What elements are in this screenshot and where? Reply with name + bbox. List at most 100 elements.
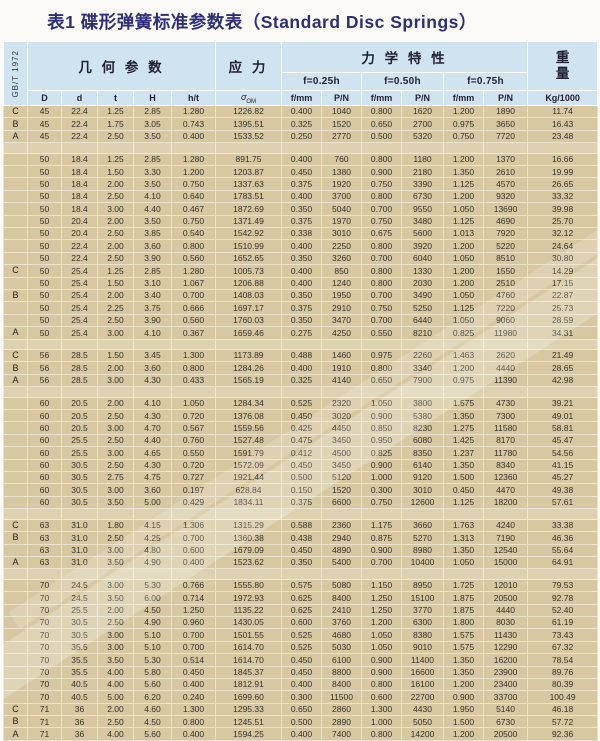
table-cell: 1550 — [482, 264, 529, 278]
table-cell: 24.5 — [61, 591, 98, 605]
table-row: B 56 28.5 2.00 3.60 0.800 1284.26 0.400 1910 0.80… — [3, 361, 599, 375]
table-cell: 9010 — [401, 640, 444, 655]
col-weight: Kg/1000 — [527, 90, 599, 106]
series-class-cell — [3, 202, 28, 216]
table-cell: 2.85 — [133, 152, 172, 167]
table-cell: 11390 — [482, 373, 529, 388]
table-cell: 20.4 — [61, 226, 98, 241]
table-cell: 70 — [27, 603, 62, 617]
table-row: 50 20.4 2.50 3.85 0.540 1542.92 0.338 3010 0.675… — [3, 226, 599, 241]
table-cell: 0.560 — [171, 313, 216, 328]
table-cell: 0.400 — [281, 361, 322, 375]
table-cell: 0.375 — [281, 177, 322, 191]
table-cell: 6300 — [401, 615, 444, 630]
table-cell: 0.600 — [281, 615, 322, 630]
table-cell: 30.5 — [61, 495, 98, 510]
table-cell: 4.10 — [133, 326, 172, 340]
table-cell: 0.800 — [361, 104, 402, 119]
table-cell: 3450 — [321, 433, 362, 448]
series-class-cell — [3, 640, 28, 655]
series-class-cell — [3, 433, 28, 448]
table-cell: 0.950 — [361, 433, 402, 448]
table-cell: 3.75 — [133, 301, 172, 315]
table-cell: 0.560 — [171, 251, 216, 266]
table-row: 60 25.5 3.00 4.65 0.550 1591.79 0.412 4500 0.825… — [3, 446, 599, 460]
table-cell: 8400 — [321, 591, 362, 605]
header-row-columns: D d t H h/t σOM f/mm P/N f/mm P/N f/mm P… — [4, 90, 599, 106]
table-cell: 32.12 — [527, 226, 599, 241]
table-cell: 1555.80 — [215, 578, 282, 593]
separator-cell — [281, 338, 322, 351]
table-cell: 2.50 — [97, 313, 134, 328]
table-cell: 1.575 — [443, 640, 484, 655]
table-cell: 3010 — [321, 226, 362, 241]
separator-cell — [281, 568, 322, 580]
table-cell: 50 — [27, 214, 62, 229]
separator-cell — [281, 142, 322, 154]
series-class-cell — [3, 409, 28, 423]
table-cell: 3800 — [401, 396, 444, 411]
table-cell: 42.98 — [527, 373, 599, 388]
table-cell: 50 — [27, 177, 62, 191]
table-cell: 3.85 — [133, 226, 172, 241]
table-cell: 1395.51 — [215, 117, 282, 131]
table-cell: 0.850 — [361, 421, 402, 435]
table-cell: 3.50 — [97, 653, 134, 667]
table-cell: 28.5 — [61, 373, 98, 388]
table-cell: 0.350 — [281, 313, 322, 328]
table-cell: 0.450 — [281, 458, 322, 473]
table-cell: 2.50 — [97, 226, 134, 241]
table-cell: 1.200 — [443, 264, 484, 278]
table-cell: 0.300 — [361, 483, 402, 497]
weight-group-header: 重 量 — [527, 41, 599, 91]
table-cell: 12540 — [482, 543, 529, 557]
table-cell: 4440 — [482, 603, 529, 617]
table-cell: 50 — [27, 313, 62, 328]
table-cell: 50 — [27, 288, 62, 303]
table-cell: 31.0 — [61, 543, 98, 557]
table-cell: 31.0 — [61, 518, 98, 533]
table-cell: 22.4 — [61, 239, 98, 253]
table-cell: 3760 — [321, 615, 362, 630]
table-cell: 1591.79 — [215, 446, 282, 460]
table-cell: 0.450 — [281, 543, 322, 557]
table-cell: 25.5 — [61, 446, 98, 460]
table-cell: 3650 — [482, 117, 529, 131]
table-cell: 19.99 — [527, 165, 599, 179]
stress-group-header: 应 力 — [215, 41, 282, 91]
table-cell: 1370 — [482, 152, 529, 167]
table-cell: 0.525 — [281, 396, 322, 411]
separator-cell — [401, 508, 444, 520]
table-cell: 2860 — [321, 702, 362, 717]
table-cell: 1315.29 — [215, 518, 282, 533]
table-cell: 5320 — [401, 129, 444, 144]
table-cell: 1.200 — [443, 361, 484, 375]
table-cell: 70 — [27, 665, 62, 679]
table-cell: 0.700 — [171, 531, 216, 545]
table-cell: 35.5 — [61, 640, 98, 655]
table-cell: 1533.52 — [215, 129, 282, 144]
table-cell: 0.900 — [361, 665, 402, 679]
table-cell: 0.567 — [171, 421, 216, 435]
table-cell: 50 — [27, 202, 62, 216]
table-cell: 1.463 — [443, 349, 484, 363]
separator-cell — [361, 386, 402, 398]
table-cell: 92.78 — [527, 591, 599, 605]
table-cell: 628.84 — [215, 483, 282, 497]
table-cell: 0.400 — [171, 555, 216, 570]
table-cell: 15000 — [482, 555, 529, 570]
table-cell: 1950 — [321, 288, 362, 303]
separator-cell — [61, 508, 98, 520]
table-cell: 5.00 — [133, 495, 172, 510]
table-cell: 23.48 — [527, 129, 599, 144]
table-cell: 34.31 — [527, 326, 599, 340]
table-cell: 16600 — [401, 665, 444, 679]
table-cell: 2.50 — [97, 251, 134, 266]
series-class-cell — [3, 396, 28, 411]
table-cell: 1.313 — [443, 531, 484, 545]
series-class-cell — [3, 653, 28, 667]
table-cell: 5080 — [321, 578, 362, 593]
table-cell: 0.700 — [361, 313, 402, 328]
table-cell: 71 — [27, 715, 62, 729]
separator-cell — [527, 142, 599, 154]
